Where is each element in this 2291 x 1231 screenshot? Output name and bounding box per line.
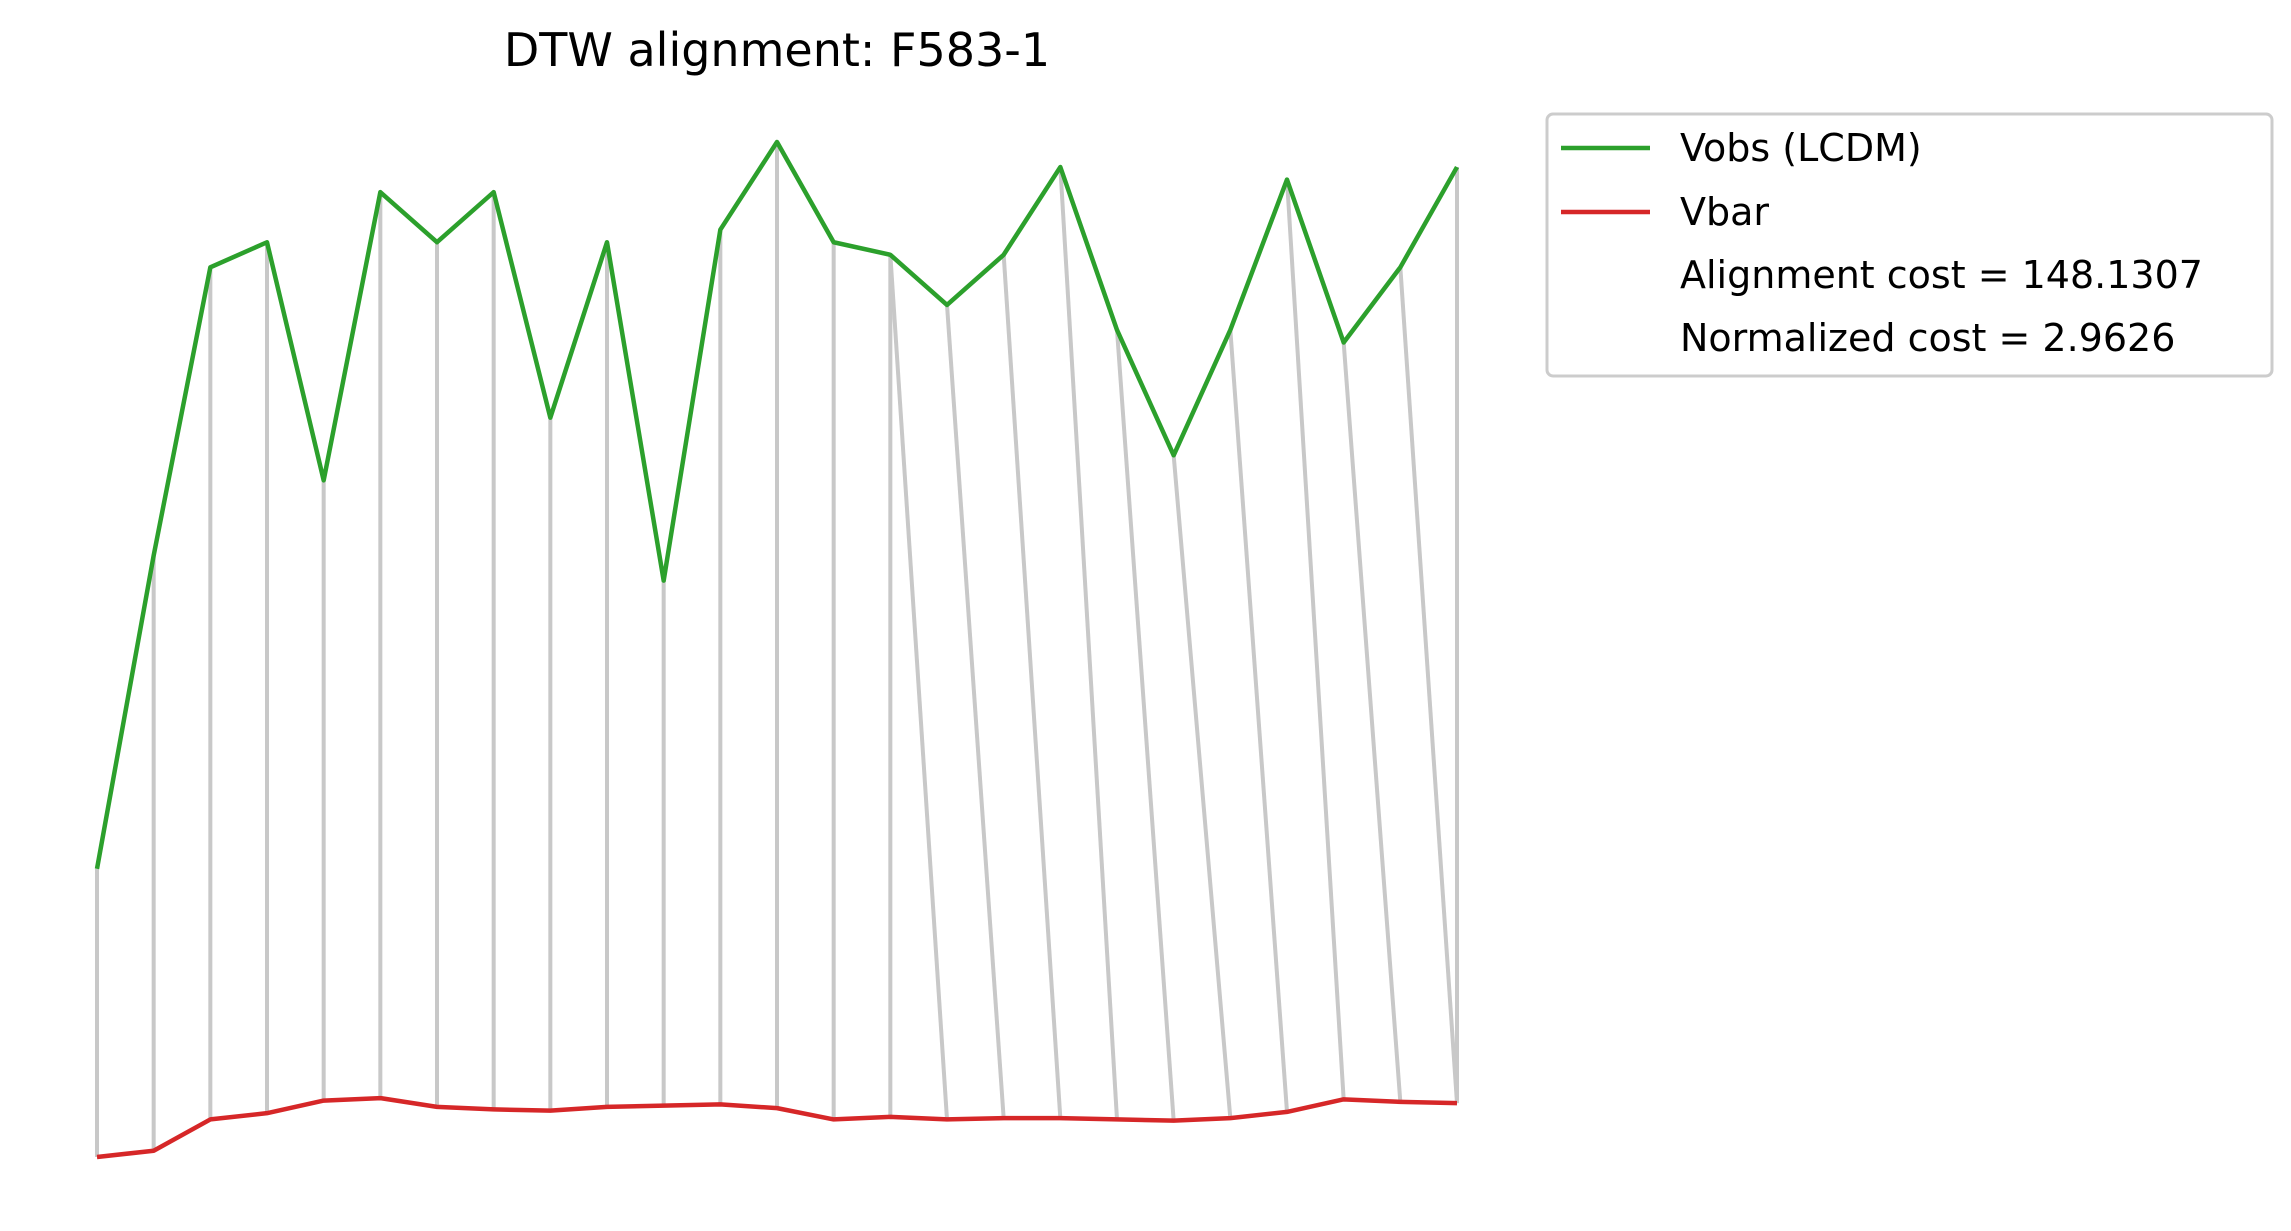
legend-label-vbar: Vbar <box>1680 190 1769 234</box>
series-line-vbar <box>96 1095 1458 1160</box>
alignment-line-20 <box>1171 455 1233 1119</box>
alignment-lines <box>95 142 1459 1157</box>
series-lines <box>94 139 1459 1160</box>
alignment-line-24 <box>1398 267 1459 1104</box>
series-line-vobs <box>94 139 1459 870</box>
alignment-line-15 <box>888 254 949 1120</box>
alignment-line-16 <box>945 304 1006 1119</box>
alignment-line-17 <box>1001 254 1063 1119</box>
alignment-line-19 <box>1115 329 1176 1121</box>
legend: Vobs (LCDM) Vbar Alignment cost = 148.1307… <box>1545 112 2274 378</box>
alignment-line-22 <box>1285 179 1346 1100</box>
legend-label-vobs: Vobs (LCDM) <box>1680 126 1922 170</box>
legend-frame <box>1545 112 2274 378</box>
legend-normalized-cost: Normalized cost = 2.9626 <box>1680 316 2175 360</box>
chart-title: DTW alignment: F583-1 <box>504 23 1050 77</box>
alignment-line-21 <box>1228 329 1289 1113</box>
alignment-line-18 <box>1058 166 1119 1120</box>
legend-alignment-cost: Alignment cost = 148.1307 <box>1680 253 2203 297</box>
alignment-line-23 <box>1341 342 1403 1103</box>
